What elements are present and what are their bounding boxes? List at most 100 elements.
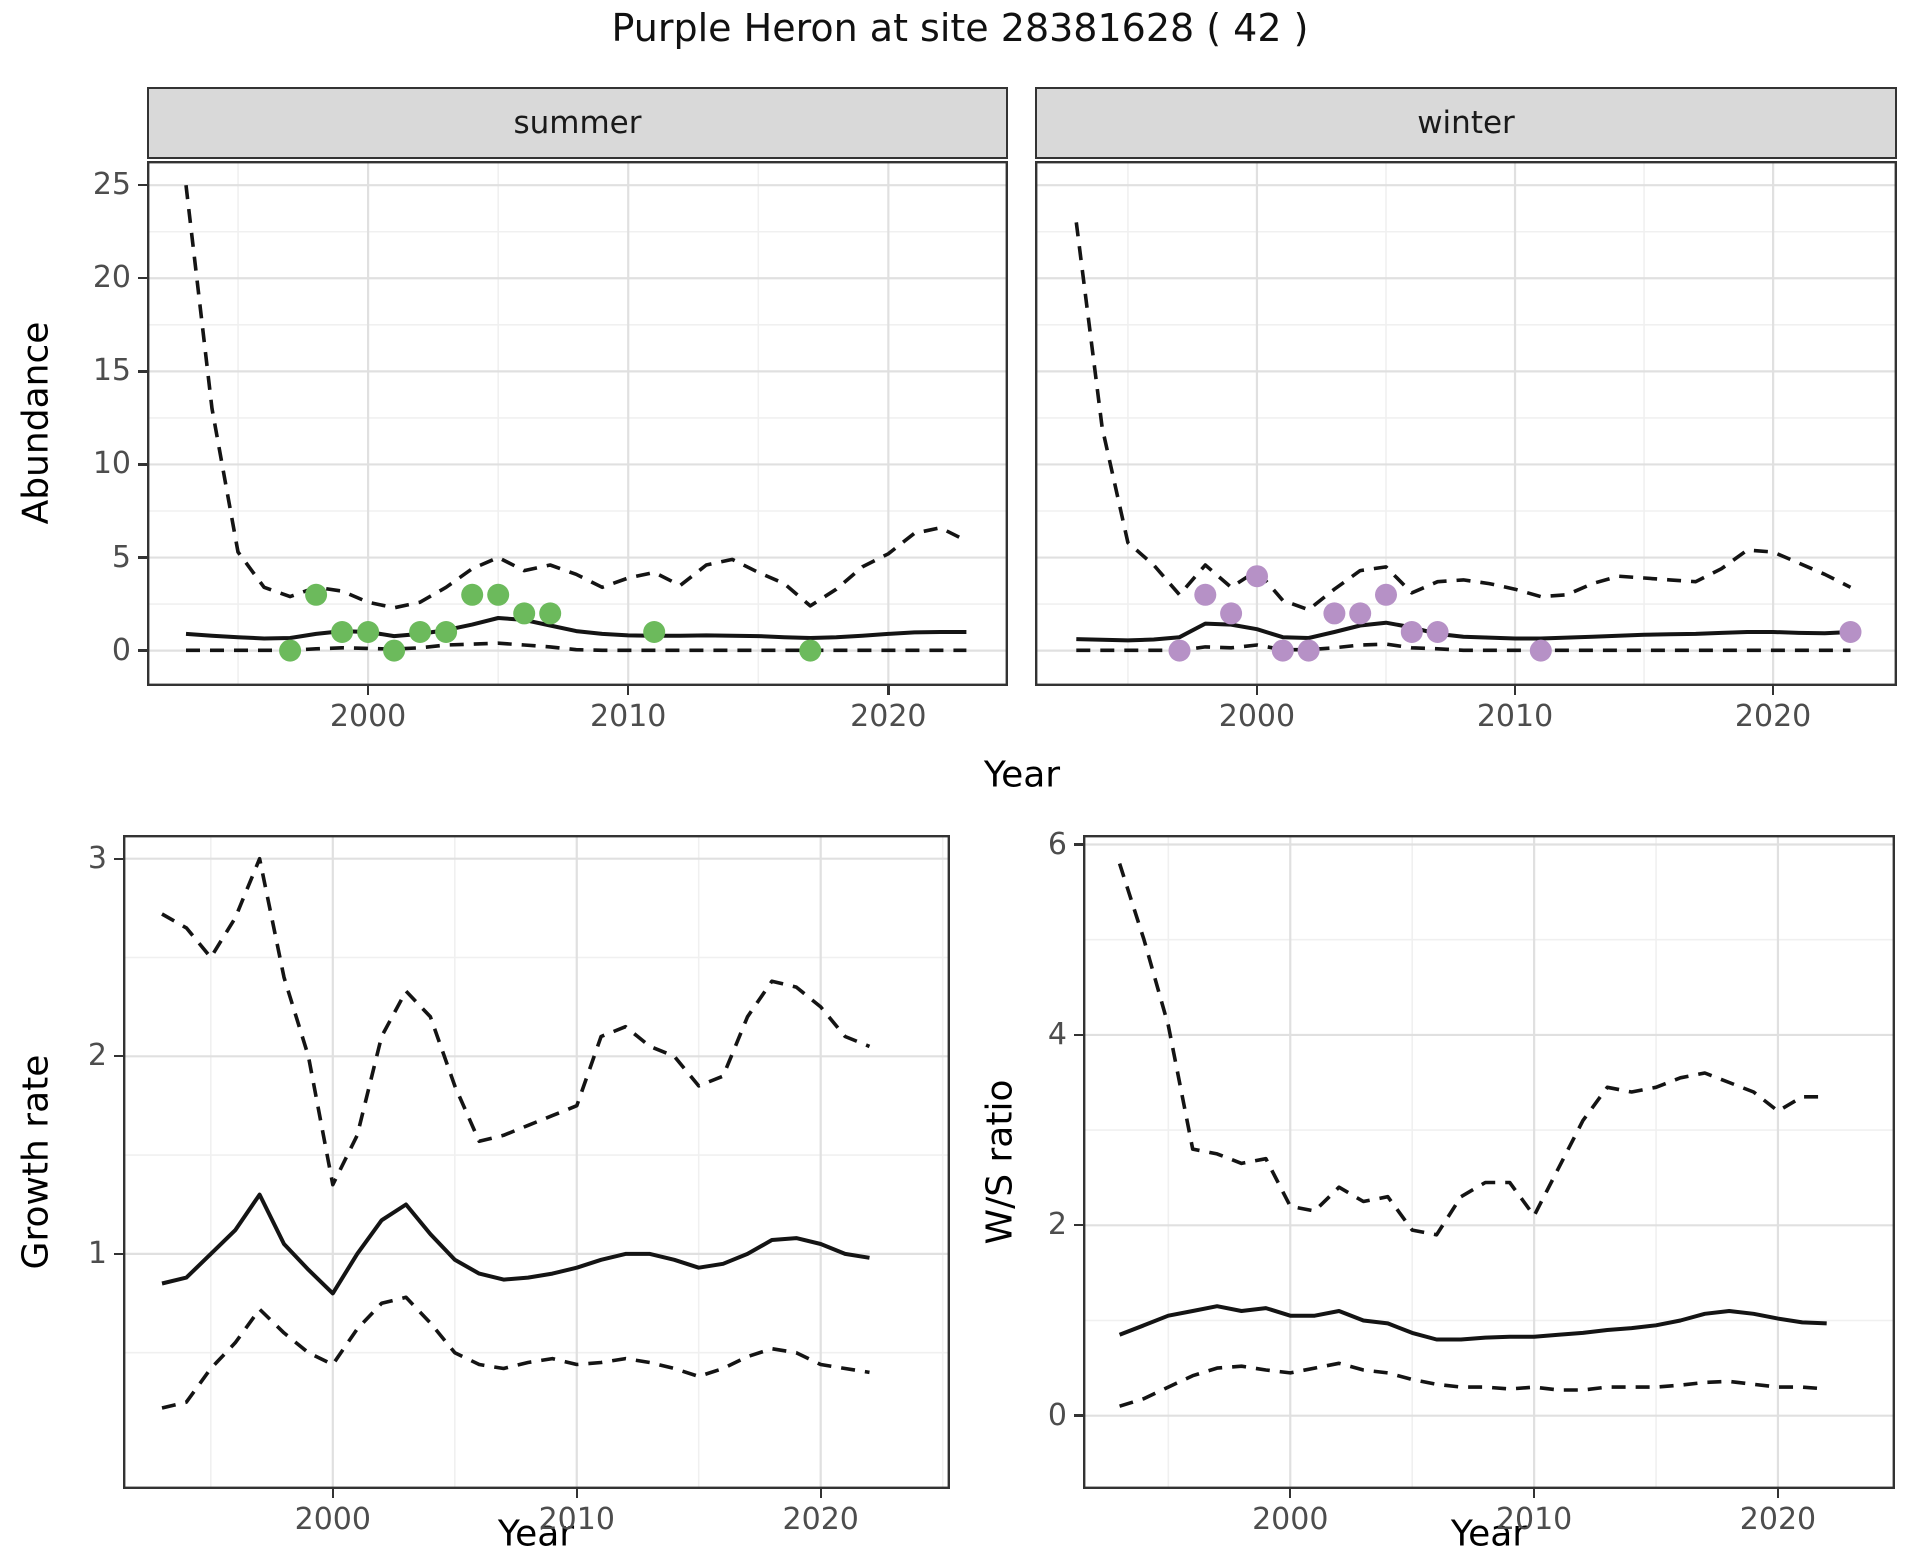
estimate-line [1118,1304,1827,1342]
x-tick-label: 2020 [1739,1502,1817,1537]
observed-point [409,621,432,643]
panel-background [147,161,1008,686]
observed-point [539,602,562,625]
y-tick-label: 10 [92,446,131,482]
x-tick-mark [331,1489,334,1498]
panel-ws-ratio [1083,835,1895,1489]
panel-border [147,161,1008,686]
x-tick-mark [887,686,890,695]
observed-point [461,583,484,606]
y-tick-mark [138,649,147,652]
facet-strip-summer: summer [147,87,1008,159]
y-tick-label: 20 [92,260,131,296]
observed-point [513,602,536,625]
y-tick-mark [1074,1414,1083,1417]
observed-point [1168,639,1191,662]
y-tick-mark [1074,843,1083,846]
x-tick-label: 2020 [782,1502,859,1537]
observed-point [1271,639,1294,662]
y-tick-mark [138,184,147,187]
observed-point [1246,565,1268,588]
y-tick-label: 2 [1047,1207,1067,1243]
x-tick-mark [1513,686,1517,695]
y-tick-label: 1 [87,1235,107,1271]
facet-strip-winter: winter [1035,87,1897,159]
lower-ci-line [1076,642,1851,653]
observed-point [799,639,822,662]
panel-background [123,835,950,1489]
y-tick-mark [114,857,123,860]
x-tick-label: 2010 [1476,699,1554,734]
y-tick-label: 0 [111,632,131,668]
panel-abundance-summer [147,161,1008,686]
upper-ci-line [1117,863,1827,1237]
y-tick-mark [114,1055,123,1058]
observed-point [279,639,302,662]
panel-border [1035,161,1897,686]
lower-ci-line [186,641,967,653]
y-tick-label: 4 [1047,1016,1067,1052]
x-tick-mark [1289,1489,1292,1498]
y-tick-mark [138,556,147,559]
y-tick-label: 15 [92,353,131,389]
observed-point [435,621,458,643]
observed-point [1400,621,1423,643]
observed-point [1426,621,1449,643]
chart-title: Purple Heron at site 28381628 ( 42 ) [611,6,1309,50]
observed-point [383,639,406,662]
y-tick-label: 0 [1047,1397,1067,1433]
year-axis-title-bottom-right: Year [1450,1513,1528,1555]
observed-point [331,621,354,643]
observed-point [1839,621,1862,643]
x-tick-label: 2010 [538,1502,615,1537]
observed-point [1349,602,1372,625]
year-axis-title-top: Year [983,754,1061,796]
panel-border [1083,835,1895,1489]
x-tick-label: 2010 [590,699,667,734]
x-tick-mark [1771,686,1775,695]
estimate-line [161,1192,870,1296]
y-tick-mark [138,370,147,373]
y-tick-label: 3 [87,840,107,876]
observed-point [1529,639,1552,662]
x-tick-mark [1776,1489,1780,1498]
facet-strip-summer-label: summer [513,105,642,141]
y-tick-label: 5 [111,539,131,575]
upper-ci-line [1074,222,1852,612]
x-tick-mark [627,686,630,695]
x-tick-mark [1532,1489,1536,1498]
panel-abundance-winter [1035,161,1897,686]
observed-point [1297,639,1320,662]
observed-point [643,621,666,643]
y-tick-mark [138,463,147,466]
estimate-line [185,616,967,641]
x-tick-mark [819,1489,822,1498]
x-tick-label: 2000 [294,1502,371,1537]
panel-background [1035,161,1897,686]
abundance-axis-title: Abundance [15,321,57,525]
y-tick-label: 2 [87,1038,107,1074]
x-tick-label: 2000 [1252,1502,1329,1537]
y-tick-label: 25 [92,167,131,203]
observed-point [1194,583,1217,606]
facet-strip-winter-label: winter [1417,105,1515,141]
panel-background [1083,835,1895,1489]
y-tick-mark [138,277,147,280]
year-axis-title-bottom-left: Year [497,1513,575,1555]
observed-point [1323,602,1346,625]
y-tick-mark [1074,1224,1083,1227]
x-tick-label: 2000 [1218,699,1296,734]
x-tick-label: 2000 [329,699,407,734]
observed-point [487,583,510,606]
x-tick-label: 2020 [1734,699,1812,734]
lower-ci-line [161,1295,870,1410]
upper-ci-line [161,856,871,1187]
panel-growth-rate [123,835,950,1489]
panel-border [123,835,950,1489]
x-tick-mark [575,1489,578,1498]
x-tick-label: 2020 [850,699,927,734]
estimate-line [1076,620,1851,643]
x-tick-mark [366,686,370,695]
observed-point [1220,602,1243,625]
